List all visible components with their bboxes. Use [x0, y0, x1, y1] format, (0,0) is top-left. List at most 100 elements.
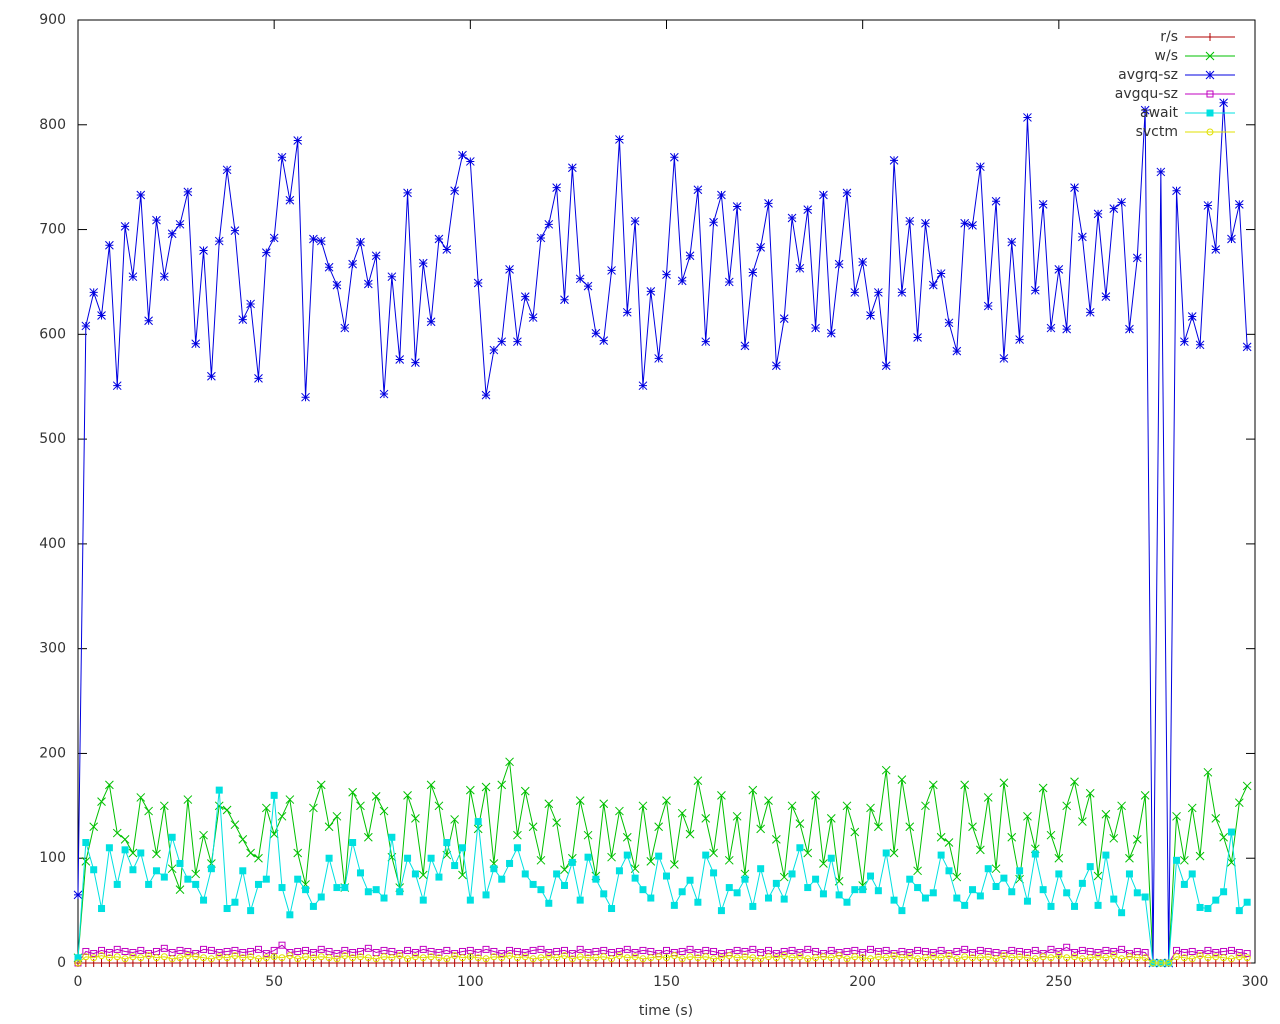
- marker: [1063, 889, 1071, 897]
- legend-marker: [1206, 128, 1214, 136]
- marker: [1203, 201, 1213, 210]
- marker: [238, 315, 248, 325]
- marker: [553, 870, 561, 878]
- marker: [568, 959, 577, 967]
- marker: [1063, 943, 1071, 951]
- marker: [819, 953, 827, 961]
- marker: [121, 947, 129, 955]
- marker: [945, 950, 953, 958]
- marker: [874, 288, 883, 297]
- marker: [780, 952, 788, 960]
- marker: [725, 884, 733, 892]
- marker: [647, 954, 655, 962]
- marker: [544, 799, 554, 809]
- marker: [1234, 200, 1244, 209]
- marker: [411, 959, 420, 967]
- marker: [881, 361, 891, 371]
- series-line: [77, 944, 1248, 964]
- marker: [639, 955, 647, 963]
- x-tick-label: 0: [74, 974, 83, 990]
- marker: [112, 381, 122, 391]
- marker: [168, 833, 176, 841]
- marker: [552, 818, 562, 827]
- marker: [662, 796, 671, 805]
- marker: [1235, 959, 1244, 967]
- marker: [654, 354, 664, 363]
- marker: [560, 959, 569, 967]
- x-tick-label: 250: [1045, 974, 1072, 990]
- marker: [302, 953, 310, 961]
- marker: [388, 954, 396, 962]
- marker: [380, 953, 388, 961]
- marker: [160, 959, 169, 967]
- marker: [230, 959, 239, 967]
- marker: [278, 941, 286, 949]
- marker: [961, 945, 969, 953]
- marker: [1180, 855, 1189, 865]
- marker: [238, 835, 248, 844]
- marker: [928, 280, 938, 290]
- marker: [1196, 903, 1204, 911]
- marker: [655, 852, 663, 860]
- marker: [952, 872, 962, 882]
- marker: [882, 946, 890, 954]
- marker: [136, 190, 146, 200]
- legend-marker: [1205, 70, 1215, 80]
- marker: [678, 888, 686, 896]
- marker: [969, 886, 977, 894]
- marker: [207, 955, 215, 963]
- marker: [717, 190, 726, 200]
- marker: [513, 844, 521, 852]
- marker: [270, 791, 278, 799]
- marker: [497, 337, 507, 347]
- marker: [458, 954, 466, 962]
- marker: [630, 216, 640, 226]
- marker: [749, 902, 757, 910]
- marker: [1188, 955, 1196, 963]
- marker: [740, 341, 750, 351]
- marker: [356, 237, 365, 247]
- marker: [160, 953, 168, 961]
- marker: [1227, 946, 1235, 954]
- marker: [356, 953, 364, 961]
- marker: [615, 959, 624, 967]
- marker: [1039, 953, 1047, 961]
- marker: [90, 866, 98, 874]
- marker: [1023, 954, 1031, 962]
- y-tick-label: 400: [39, 536, 66, 552]
- marker: [952, 346, 962, 356]
- marker: [466, 953, 474, 961]
- marker: [607, 959, 616, 967]
- marker: [584, 949, 592, 957]
- marker: [827, 854, 835, 862]
- marker: [294, 955, 302, 963]
- marker: [333, 950, 341, 958]
- marker: [771, 835, 781, 844]
- marker: [434, 234, 444, 244]
- marker: [356, 947, 364, 955]
- marker: [113, 880, 121, 888]
- marker: [1102, 851, 1110, 859]
- marker: [991, 196, 1001, 206]
- x-tick-label: 50: [265, 974, 283, 990]
- marker: [1102, 954, 1110, 962]
- marker: [1157, 959, 1165, 967]
- marker: [136, 793, 146, 802]
- marker: [575, 796, 585, 805]
- marker: [451, 862, 459, 870]
- marker: [497, 780, 507, 790]
- marker: [1023, 113, 1032, 122]
- marker: [835, 952, 843, 960]
- marker: [427, 953, 435, 961]
- marker: [474, 818, 482, 826]
- y-tick-label: 900: [39, 12, 66, 28]
- marker: [231, 952, 239, 960]
- marker: [442, 245, 452, 254]
- marker: [850, 959, 859, 967]
- marker: [1039, 886, 1047, 894]
- marker: [662, 270, 671, 279]
- marker: [1118, 909, 1126, 917]
- marker: [128, 272, 138, 282]
- marker: [403, 959, 412, 967]
- marker: [1085, 307, 1095, 317]
